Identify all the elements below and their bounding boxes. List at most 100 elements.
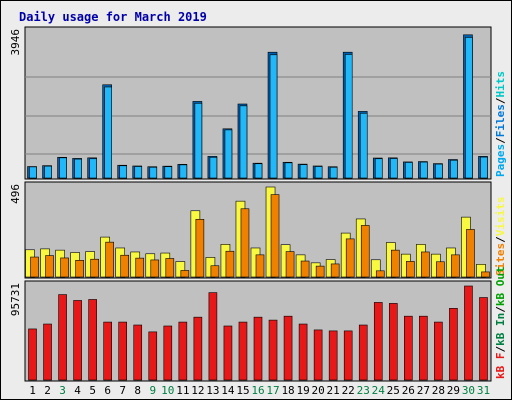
bar-files [209,156,218,179]
bar-files [314,166,323,179]
bar-files [269,54,278,179]
bar-files [254,163,263,179]
bar-files [224,129,233,179]
x-tick-label: 30 [462,384,475,397]
bar-sites [105,241,114,278]
bar-files [239,105,248,179]
x-tick-label: 24 [372,384,386,397]
bar-sites [30,256,39,278]
bar-kbytes [178,321,188,381]
bar-files [44,165,52,179]
legend-entry: / [494,346,507,353]
bar-visits [175,261,186,278]
bar-sites [180,270,190,278]
bar-sites [120,254,130,278]
bar-sites [195,218,205,278]
bar-visits [476,263,486,278]
bar-sites [135,257,145,278]
bar-kbytes [313,329,323,381]
legend-entry: kB F [494,353,507,380]
bar-kbytes [268,319,278,381]
bar-kbytes [73,300,82,381]
bar-kbytes [103,321,112,381]
legend-entry: Pages [494,144,507,177]
x-tick-label: 21 [327,384,340,397]
bar-files [450,159,458,179]
bar-sites [225,250,235,278]
x-tick-label: 9 [149,384,156,397]
bar-kbytes [343,330,353,381]
x-tick-label: 16 [251,384,264,397]
bar-kbytes [148,331,158,381]
bar-kbytes [208,292,218,381]
x-tick-label: 28 [432,384,445,397]
bar-files [374,158,383,179]
bar-kbytes [193,316,203,381]
legend-entry: kB In [494,313,507,346]
bar-files [405,162,413,179]
bar-files [299,164,308,179]
panel-background [24,26,492,180]
bar-files [119,165,128,179]
bar-visits [370,259,381,278]
bar-files [164,166,173,179]
bar-kbytes [163,325,173,381]
legend-entry: Hits [494,71,507,98]
bar-kbytes [404,315,413,381]
bar-sites [360,225,370,278]
bar-sites [406,261,415,278]
bar-files [344,54,353,179]
bar-kbytes [238,321,248,381]
x-tick-label: 5 [89,384,96,397]
bar-files [480,156,488,179]
bar-kbytes [28,328,37,381]
bar-kbytes [479,297,488,381]
x-tick-label: 29 [447,384,460,397]
bar-kbytes [58,294,67,381]
bar-sites [90,258,99,278]
x-tick-label: 31 [477,384,490,397]
bar-sites [436,261,445,278]
legend-kbytes: kB F/kB In/kB Out [494,266,507,379]
bar-sites [481,271,490,278]
bar-files [89,158,97,179]
x-tick-label: 19 [296,384,309,397]
x-tick-label: 6 [104,384,111,397]
bar-kbytes [253,316,263,381]
bar-sites [345,238,355,278]
x-tick-label: 15 [236,384,249,397]
legend-entry: Files [494,104,507,137]
bar-sites [330,263,340,278]
bar-files [389,158,398,179]
bar-sites [300,260,310,278]
legend-entry: / [494,306,507,313]
bar-files [194,102,203,179]
bar-kbytes [298,323,308,381]
bar-sites [421,251,430,278]
x-tick-label: 7 [119,384,126,397]
bar-kbytes [223,325,233,381]
bar-files [29,166,37,179]
bar-kbytes [88,299,97,381]
panel-kbytes: 95731 kB F/kB In/kB Out [9,266,507,382]
bar-files [149,166,158,179]
bar-sites [210,265,220,278]
y-max-label: 95731 [9,283,22,316]
bar-kbytes [43,323,52,381]
bar-files [284,162,293,179]
x-tick-label: 14 [221,384,235,397]
bar-sites [75,260,84,278]
x-tick-label: 22 [342,384,355,397]
bar-kbytes [118,321,128,381]
x-tick-label: 13 [206,384,219,397]
bar-sites [45,255,54,278]
bar-files [435,163,443,179]
bar-files [359,112,368,179]
legend-entry: Visits [494,197,507,237]
bar-kbytes [449,308,458,381]
x-tick-label: 20 [312,384,325,397]
bar-files [74,158,82,179]
bar-sites [270,194,280,278]
bar-sites [255,254,265,278]
